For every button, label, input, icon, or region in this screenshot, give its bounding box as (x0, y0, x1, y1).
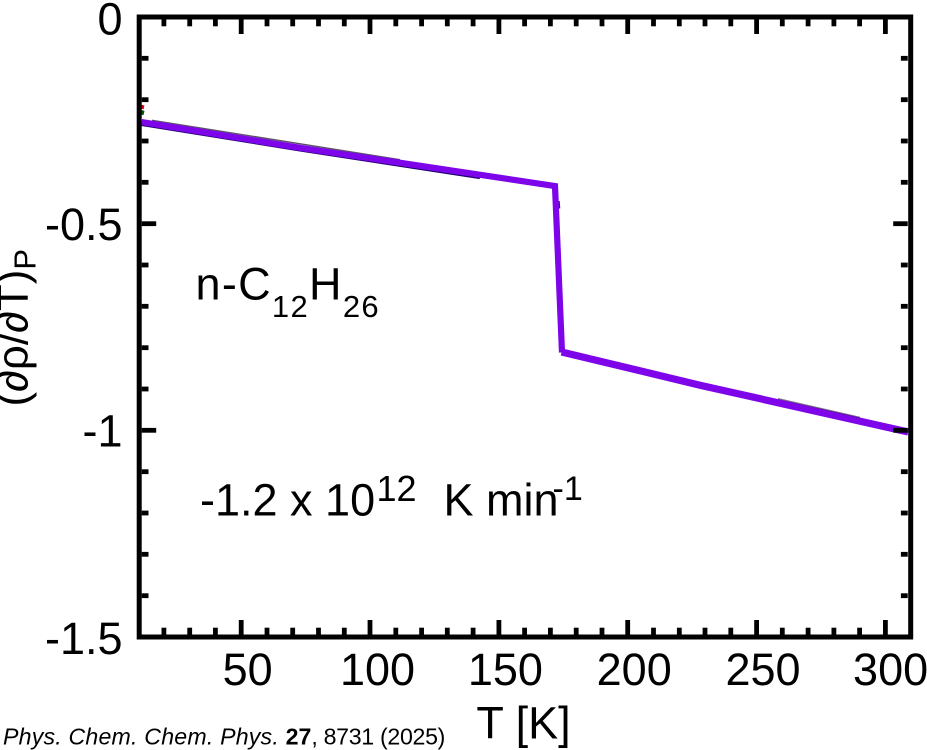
svg-text:-1.5: -1.5 (45, 613, 123, 664)
svg-text:100: 100 (340, 644, 415, 695)
svg-text:0: 0 (97, 0, 122, 45)
svg-text:K min: K min (444, 475, 559, 526)
svg-text:300: 300 (853, 644, 927, 695)
svg-text:150: 150 (468, 644, 543, 695)
svg-text:-1: -1 (553, 470, 583, 508)
svg-text:Phys. Chem. Chem. Phys. 27, 87: Phys. Chem. Chem. Phys. 27, 8731 (2025) (3, 724, 445, 750)
svg-text:-1.2 x 10: -1.2 x 10 (200, 475, 375, 526)
svg-text:200: 200 (597, 644, 672, 695)
svg-text:-0.5: -0.5 (45, 199, 123, 250)
svg-text:-1: -1 (82, 405, 122, 456)
svg-text:12: 12 (377, 468, 417, 509)
svg-text:T [K]: T [K] (476, 697, 570, 748)
svg-text:(∂ρ/∂T)P: (∂ρ/∂T)P (0, 249, 43, 407)
svg-text:250: 250 (725, 644, 800, 695)
svg-text:50: 50 (223, 644, 273, 695)
